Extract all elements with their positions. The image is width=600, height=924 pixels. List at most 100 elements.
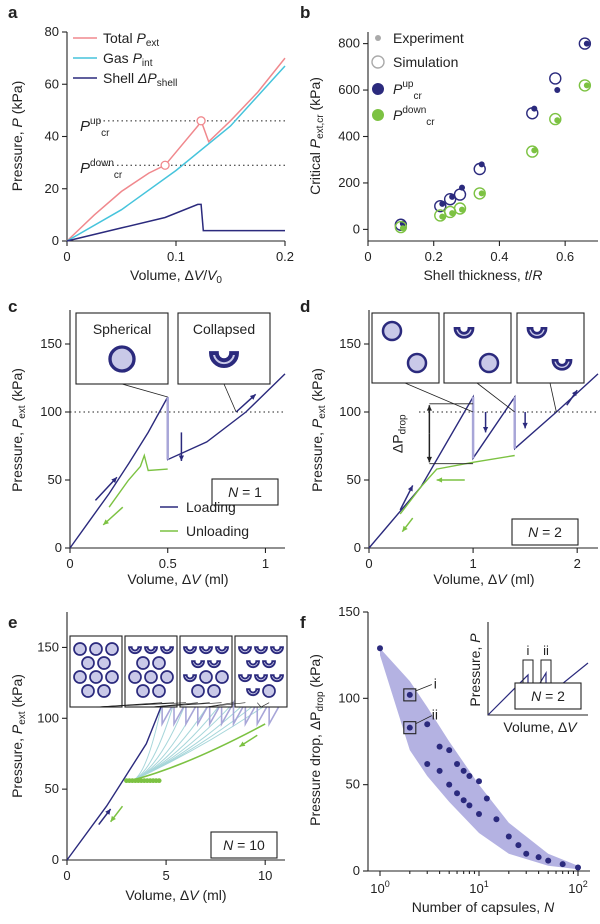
a-x-tick-label: 0.2	[276, 249, 294, 264]
e-capsule-collapsed	[144, 646, 158, 655]
f-point	[476, 811, 482, 818]
b-exp-point	[583, 40, 590, 47]
panel-e-letter: e	[8, 613, 17, 632]
a-y-tick-label: 0	[52, 233, 59, 248]
f-point	[545, 857, 552, 864]
panel-d-letter: d	[300, 297, 310, 316]
d-arrow-down1-head	[482, 426, 489, 433]
e-capsule-sphere	[97, 656, 111, 670]
c-box-collapsed	[177, 312, 271, 385]
c-y-axis-label: Pressure, Pext (kPa)	[9, 368, 28, 492]
d-capsule-sphere	[406, 352, 428, 374]
e-capsule-collapsed	[246, 688, 260, 697]
a-x-tick-label: 0	[63, 249, 70, 264]
d-dp-label: ΔPdrop	[389, 414, 408, 453]
c-n-label: N = 1	[228, 484, 262, 500]
b-sim-point	[526, 145, 539, 158]
panel-a-letter: a	[8, 3, 18, 22]
c-loading-curve	[69, 373, 286, 549]
e-fan-curve	[132, 702, 246, 782]
b-y-tick-label: 0	[353, 221, 360, 236]
f-point	[460, 797, 467, 804]
b-exp-point	[439, 213, 446, 220]
b-legend-sim: Simulation	[393, 54, 458, 70]
d-pointer-2	[476, 382, 515, 413]
d-arrow-unload1-head	[436, 477, 443, 483]
e-capsule-sphere	[136, 684, 150, 698]
b-x-tick-label: 0	[364, 249, 371, 264]
f-y-tick-label: 50	[346, 777, 360, 792]
a-y-tick-label: 80	[45, 24, 59, 39]
d-x-tick-label: 0	[365, 556, 372, 571]
e-capsule-sphere	[262, 684, 276, 698]
e-y-tick-label: 0	[52, 852, 59, 867]
d-y-tick-label: 100	[339, 404, 361, 419]
f-y-tick-label: 100	[338, 690, 360, 705]
e-capsule-collapsed	[128, 646, 142, 655]
f-point	[446, 747, 453, 754]
b-x-tick-label: 0.6	[556, 249, 574, 264]
d-pointer-3	[549, 382, 557, 413]
b-y-tick-label: 400	[338, 129, 360, 144]
b-sim-point	[434, 199, 447, 213]
e-capsule-collapsed	[215, 646, 229, 655]
b-exp-point	[554, 87, 561, 94]
d-y-tick-label: 150	[339, 336, 361, 351]
e-capsule-sphere	[152, 684, 166, 698]
c-arrow-down-head	[178, 455, 185, 461]
d-x-tick-label: 1	[469, 556, 476, 571]
panel-b-letter: b	[300, 3, 310, 22]
c-y-tick-label: 50	[48, 472, 62, 487]
e-n-label-box	[210, 831, 278, 859]
d-arrow-down2-head	[522, 422, 528, 429]
e-pointer	[150, 702, 222, 708]
c-y-tick-label: 0	[55, 540, 62, 555]
b-sim-point	[578, 37, 592, 50]
f-point	[406, 724, 413, 731]
c-y-tick-label: 100	[40, 404, 62, 419]
f-mark-ii-label: ii	[432, 707, 438, 723]
e-capsule-sphere	[73, 642, 87, 656]
e-y-tick-label: 150	[37, 639, 59, 654]
d-n-label: N = 2	[528, 524, 562, 540]
e-capsule-sphere	[199, 670, 213, 684]
c-legend-unloading: Unloading	[186, 523, 249, 539]
f-inset-n-box	[514, 682, 582, 710]
f-point	[424, 721, 431, 728]
f-point	[436, 743, 443, 750]
e-capsule-sphere	[152, 656, 166, 670]
e-capsule-sphere	[73, 670, 87, 684]
c-capsule-sphere	[108, 345, 136, 373]
f-point	[466, 773, 473, 780]
d-arrow-unload2-head	[402, 525, 408, 532]
b-exp-point	[399, 225, 406, 232]
b-exp-point	[554, 117, 561, 124]
e-capsule-collapsed	[191, 660, 205, 669]
a-pcr-up-label: Pupcr	[80, 116, 110, 139]
f-y-tick-label: 0	[353, 863, 360, 878]
e-capsule-sphere	[160, 670, 174, 684]
e-loading-curve	[66, 703, 163, 861]
e-capsule-sphere	[105, 670, 119, 684]
d-x-axis-label: Volume, ΔV (ml)	[433, 571, 534, 587]
e-fan-curve	[132, 702, 270, 782]
a-y-tick-label: 60	[45, 76, 59, 91]
f-mark-ii-line	[415, 715, 432, 725]
d-bracket-down-head	[426, 456, 432, 463]
f-point	[493, 816, 500, 823]
f-point	[535, 854, 542, 861]
b-legend-down: Pdowncr	[393, 105, 435, 128]
c-x-tick-label: 0.5	[159, 556, 177, 571]
e-x-tick-label: 0	[63, 868, 70, 883]
b-legend-exp-marker	[375, 35, 381, 41]
f-point	[466, 802, 473, 809]
a-pcr-up-marker	[196, 116, 206, 126]
c-n-label-box	[211, 478, 279, 506]
b-sim-point	[473, 187, 486, 200]
d-capsule-sphere	[478, 352, 500, 374]
e-capsule-sphere	[81, 684, 95, 698]
b-y-axis-label: Critical Pext,cr (kPa)	[307, 77, 326, 195]
b-y-tick-label: 600	[338, 82, 360, 97]
e-capsule-collapsed	[254, 646, 268, 655]
e-y-tick-label: 100	[37, 710, 59, 725]
